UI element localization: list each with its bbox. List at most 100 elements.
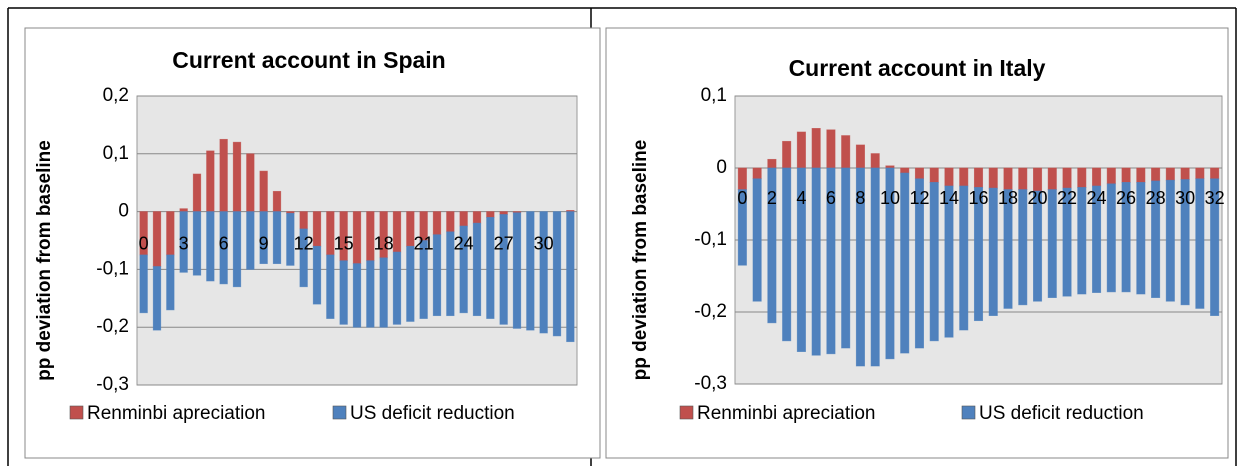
bar-segment	[312, 245, 322, 305]
bar-segment	[1151, 180, 1161, 299]
x-tick-label: 12	[294, 233, 314, 253]
bar-segment	[366, 260, 375, 328]
x-tick-label: 27	[494, 233, 514, 253]
bar-segment	[392, 211, 402, 253]
x-tick-label: 18	[374, 233, 394, 253]
bar-segment	[406, 245, 415, 322]
x-tick-label: 30	[1175, 188, 1195, 208]
bar-segment	[459, 211, 468, 227]
bar-segment	[900, 167, 910, 174]
x-tick-label: 12	[909, 188, 929, 208]
bar-segment	[232, 141, 242, 213]
x-tick-label: 15	[334, 233, 354, 253]
x-tick-label: 14	[939, 188, 959, 208]
x-tick-label: 24	[454, 233, 474, 253]
bar-segment	[870, 153, 880, 169]
bar-segment	[841, 167, 851, 349]
bar-segment	[841, 135, 851, 169]
legend-label: US deficit reduction	[979, 403, 1144, 424]
legend-marker	[332, 405, 347, 420]
bar-segment	[299, 211, 308, 230]
y-tick-label: -0,2	[96, 316, 129, 337]
y-tick-label: 0,2	[103, 85, 129, 106]
bar-segment	[272, 211, 282, 265]
bar-segment	[459, 225, 468, 314]
bar-segment	[206, 211, 215, 282]
y-tick-label: -0,3	[694, 373, 727, 394]
bar-segment	[352, 211, 362, 265]
bar-segment	[885, 167, 895, 360]
y-tick-label: -0,2	[694, 301, 727, 322]
bar-segment	[826, 129, 836, 169]
bar-segment	[352, 263, 362, 328]
bar-segment	[166, 211, 175, 256]
bar-segment	[737, 167, 747, 191]
chart-title: Current account in Spain	[172, 47, 445, 73]
bar-segment	[737, 189, 747, 266]
x-tick-label: 16	[968, 188, 988, 208]
bar-segment	[1136, 181, 1146, 295]
bar-segment	[1003, 167, 1013, 191]
x-tick-label: 0	[139, 233, 149, 253]
bar-segment	[486, 211, 495, 218]
bar-segment	[973, 187, 984, 322]
x-tick-label: 0	[737, 188, 747, 208]
bar-segment	[339, 260, 348, 325]
bar-segment	[432, 211, 442, 236]
bar-segment	[259, 170, 268, 212]
bar-segment	[552, 211, 562, 337]
y-tick-label: 0	[716, 157, 727, 178]
bar-segment	[192, 173, 202, 212]
bar-segment	[870, 167, 880, 367]
bar-segment	[272, 190, 282, 212]
bar-segment	[472, 211, 482, 224]
bar-segment	[219, 211, 228, 285]
bar-segment	[914, 167, 925, 180]
x-tick-label: 22	[1057, 188, 1077, 208]
x-tick-label: 18	[998, 188, 1018, 208]
bar-segment	[486, 216, 495, 319]
x-tick-label: 8	[855, 188, 865, 208]
bar-segment	[767, 158, 777, 169]
y-axis-label: pp deviation from baseline	[34, 140, 55, 381]
bar-segment	[855, 167, 865, 367]
x-tick-label: 30	[534, 233, 554, 253]
bar-segment	[1195, 167, 1205, 180]
bar-segment	[232, 211, 242, 288]
bar-segment	[446, 231, 455, 317]
bar-segment	[1047, 189, 1057, 299]
bar-segment	[1165, 167, 1175, 181]
bar-segment	[944, 167, 954, 187]
legend-marker	[961, 405, 976, 420]
chart-title: Current account in Italy	[789, 55, 1046, 81]
bar-segment	[1062, 167, 1072, 189]
bar-segment	[432, 234, 442, 317]
bar-segment	[419, 240, 428, 319]
bar-segment	[752, 167, 762, 180]
y-tick-label: 0,1	[103, 143, 129, 164]
y-axis-label: pp deviation from baseline	[630, 140, 651, 381]
x-tick-label: 6	[219, 233, 229, 253]
legend-label: Renminbi apreciation	[87, 403, 266, 424]
bar-segment	[959, 167, 969, 187]
bar-segment	[811, 167, 821, 356]
bar-segment	[1195, 178, 1205, 309]
bar-segment	[929, 167, 939, 183]
bar-segment	[166, 254, 175, 311]
bar-segment	[499, 214, 508, 325]
x-tick-label: 2	[767, 188, 777, 208]
x-tick-label: 26	[1116, 188, 1136, 208]
x-tick-label: 24	[1087, 188, 1107, 208]
bar-segment	[900, 172, 910, 354]
bar-segment	[944, 185, 954, 338]
bar-segment	[914, 178, 925, 349]
bar-segment	[1047, 167, 1057, 191]
bar-segment	[512, 212, 522, 329]
x-tick-label: 32	[1205, 188, 1225, 208]
bar-segment	[767, 167, 777, 324]
bar-segment	[219, 138, 228, 213]
legend-marker	[69, 405, 84, 420]
legend-marker	[679, 405, 694, 420]
bar-segment	[855, 144, 865, 169]
